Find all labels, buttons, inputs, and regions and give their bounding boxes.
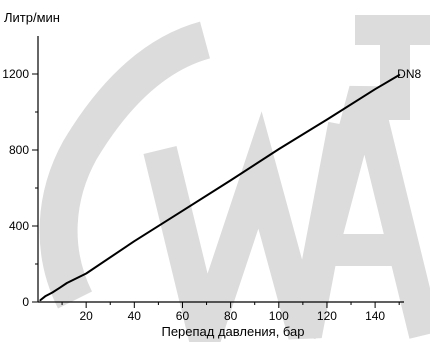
x-tick-label: 100 <box>269 309 289 323</box>
watermark-letter-t <box>355 15 430 120</box>
watermark-letter-a <box>284 85 430 340</box>
x-tick-label: 80 <box>224 309 238 323</box>
series-line-dn8 <box>39 74 401 302</box>
y-axis-title: Литр/мин <box>4 10 60 25</box>
x-tick-label: 120 <box>317 309 337 323</box>
x-tick-label: 40 <box>128 309 142 323</box>
x-axis-title: Перепад давления, бар <box>161 324 304 339</box>
series-label-dn8: DN8 <box>397 67 421 81</box>
series-group: DN8 <box>39 67 422 302</box>
x-tick-label: 140 <box>365 309 385 323</box>
x-tick-label: 20 <box>79 309 93 323</box>
y-tick-label: 1200 <box>2 67 29 81</box>
x-axis-ticks: 20 40 60 80 100 120 140 <box>61 302 400 323</box>
y-tick-label: 400 <box>9 219 29 233</box>
x-tick-label: 60 <box>176 309 190 323</box>
y-axis-ticks: 0 400 800 1200 <box>2 67 38 309</box>
y-tick-label: 0 <box>22 295 29 309</box>
axes: 20 40 60 80 100 120 140 0 400 800 1200 Литр/мин П… <box>2 10 404 339</box>
watermark <box>39 15 430 342</box>
watermark-letter-c <box>39 21 211 309</box>
y-tick-label: 800 <box>9 143 29 157</box>
